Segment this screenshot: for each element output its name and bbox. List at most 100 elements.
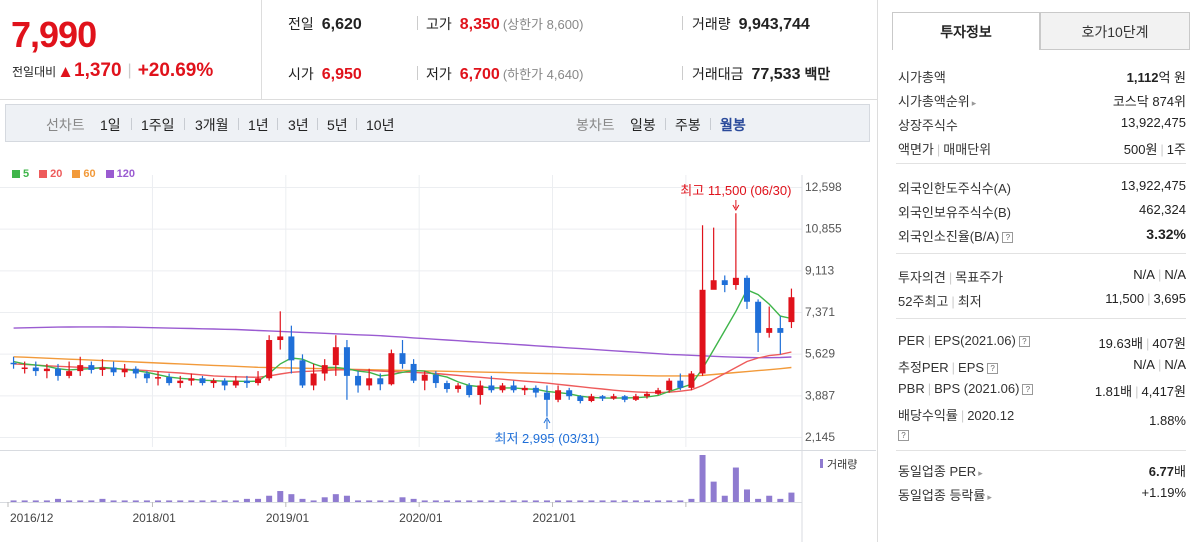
candle-body (110, 367, 117, 373)
help-icon[interactable]: ? (987, 363, 999, 375)
candle-body (477, 385, 484, 396)
tab-investment-info[interactable]: 투자정보 (892, 12, 1040, 50)
candle (755, 299, 762, 352)
candle (521, 385, 528, 396)
volume-bar (755, 498, 762, 502)
candle-body (321, 365, 328, 374)
info-row: 외국인보유주식수(B) 462,324 (898, 202, 1186, 220)
info-row[interactable]: 시가총액순위 ▸ 코스닥 874위 (898, 94, 1186, 109)
info-section-industry: 동일업종 PER ▸ 6.77배 동일업종 등락률 ▸ +1.19% (896, 457, 1186, 505)
period-3m[interactable]: 3개월 (195, 117, 229, 133)
period-1y[interactable]: 1년 (248, 117, 269, 133)
volume-bar (410, 498, 417, 502)
candle (243, 375, 250, 388)
volume-bar (555, 500, 562, 502)
info-section-market-cap: 시가총액 1,112억 원 시가총액순위 ▸ 코스닥 874위 상장주식수 13,… (896, 63, 1186, 159)
candle-body (88, 365, 95, 370)
candle-body (343, 347, 350, 376)
candle-body (599, 396, 606, 399)
volume-bar (743, 489, 750, 502)
info-row[interactable]: 동일업종 등락률 ▸ +1.19% (898, 485, 1186, 503)
info-row[interactable]: 동일업종 PER ▸ 6.77배 (898, 464, 1186, 479)
trade-amount: 거래대금 77,533 백만 (692, 66, 831, 83)
volume-bar (32, 500, 39, 502)
candle (610, 393, 617, 400)
candle (643, 391, 650, 399)
help-icon[interactable]: ? (898, 430, 909, 442)
volume-bar (277, 491, 284, 502)
ma5-line (13, 288, 792, 399)
candle-body (443, 383, 450, 390)
candle (499, 383, 506, 393)
candle (299, 354, 306, 388)
candle-body (521, 387, 528, 391)
period-weekly[interactable]: 주봉 (675, 117, 701, 133)
period-5y[interactable]: 5년 (327, 117, 348, 133)
volume-bar (155, 500, 162, 502)
candle-body (432, 374, 439, 384)
price-chart[interactable]: 12,598 10,855 9,113 7,371 5,629 3,887 2,145 최고 … (0, 175, 876, 450)
change-percent: +20.69% (137, 60, 214, 81)
candle (232, 375, 239, 388)
candle (188, 373, 195, 386)
candle (721, 275, 728, 293)
volume-bar (710, 481, 717, 502)
x-tick-label: 2016/12 (10, 511, 54, 525)
volume-bar (777, 498, 784, 502)
candle (332, 335, 339, 376)
chevron-right-icon: ▸ (978, 468, 983, 478)
volume-bar (466, 500, 473, 502)
info-row: 추정PER | EPS? N/A | N/A (898, 357, 1186, 375)
volume-bar (99, 498, 106, 502)
info-row: 52주최고 | 최저 11,500 | 3,695 (898, 291, 1186, 309)
y-tick-label: 2,145 (805, 430, 835, 444)
candle (288, 325, 295, 374)
candle (455, 383, 462, 393)
ma120-line (13, 326, 792, 359)
candle (199, 375, 206, 386)
period-monthly[interactable]: 월봉 (720, 117, 746, 133)
volume-bar (55, 498, 62, 502)
period-1w[interactable]: 1주일 (141, 117, 175, 133)
open-price: 시가 6,950 (288, 66, 362, 83)
period-1d[interactable]: 1일 (100, 117, 121, 133)
tab-orderbook-10[interactable]: 호가10단계 (1040, 12, 1190, 50)
candle (543, 385, 550, 417)
candle-body (210, 380, 217, 384)
candle-body (788, 297, 795, 323)
candle-body (21, 367, 28, 370)
stock-main-panel: 7,990 전일대비 ▲ 1,370 | +20.69% 전일 6,620 고가 8… (0, 0, 878, 542)
volume-bar (110, 500, 117, 502)
candle-body (232, 380, 239, 386)
period-10y[interactable]: 10년 (366, 117, 395, 133)
up-triangle-icon: ▲ (57, 61, 74, 81)
help-icon[interactable]: ? (1002, 232, 1014, 244)
candle-body (355, 375, 362, 386)
candle-body (99, 367, 106, 370)
volume-bar (177, 500, 184, 502)
info-section-foreign: 외국인한도주식수(A) 13,922,475 외국인보유주식수(B) 462,3… (896, 174, 1186, 246)
candle-body (488, 385, 495, 391)
volume-bar (421, 500, 428, 502)
y-tick-label: 10,855 (805, 222, 842, 236)
volume-bar (477, 500, 484, 502)
help-icon[interactable]: ? (1022, 384, 1034, 396)
volume-bar (443, 500, 450, 502)
volume-bar (377, 500, 384, 502)
period-3y[interactable]: 3년 (288, 117, 309, 133)
period-daily[interactable]: 일봉 (630, 117, 656, 133)
candle-body (610, 396, 617, 399)
max-arrowhead-icon (732, 204, 740, 211)
info-row: 외국인소진율(B/A)? 3.32% (898, 226, 1186, 244)
help-icon[interactable]: ? (1018, 336, 1030, 348)
candle (532, 385, 539, 398)
volume-bar (599, 500, 606, 502)
candle-body (288, 336, 295, 361)
info-section-opinion: 투자의견 | 목표주가 N/A | N/A 52주최고 | 최저 11,500 | 3,695 (896, 263, 1186, 311)
candle (155, 371, 162, 386)
volume-bar (343, 495, 350, 502)
quote-row-1: 전일 6,620 고가 8,350 (상한가 8,600) 거래량 9,943,744 (262, 0, 878, 50)
volume-bar (510, 500, 517, 502)
y-tick-label: 3,887 (805, 388, 835, 402)
candle (388, 349, 395, 386)
